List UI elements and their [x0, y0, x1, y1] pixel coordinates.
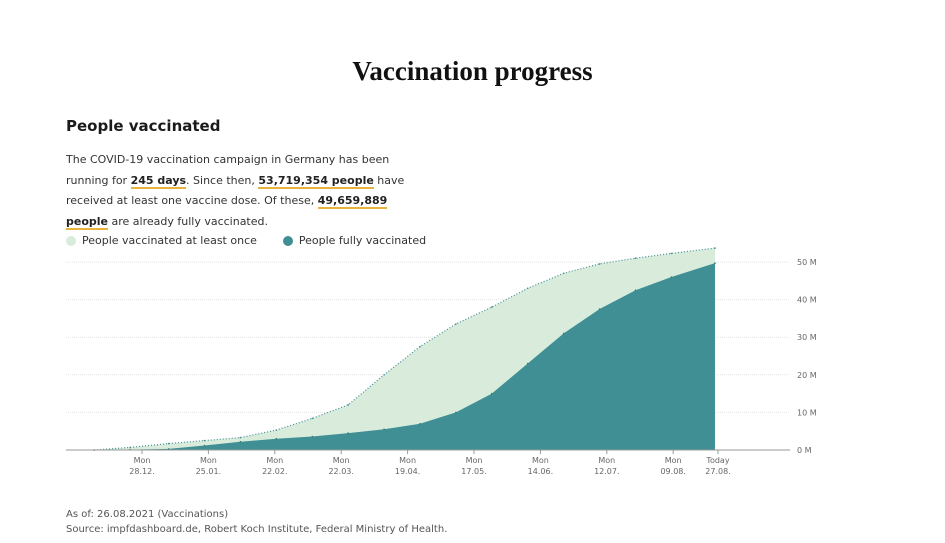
x-tick-label-bottom: 09.08. [660, 467, 685, 476]
point-at-least-once [383, 374, 385, 376]
point-at-least-once [275, 429, 278, 431]
point-at-least-once [670, 252, 673, 255]
x-tick-label-bottom: 12.07. [594, 467, 619, 476]
vaccination-area-chart: 0 M 10 M 20 M 30 M 40 M 50 M Mon 28.12. Mon 25.01… [66, 247, 817, 476]
point-at-least-once [455, 323, 457, 325]
point-at-least-once [167, 442, 170, 445]
x-tick-label-bottom: 27.08. [705, 467, 730, 476]
legend-item-fully: People fully vaccinated [282, 234, 427, 247]
x-tick-label-top: Mon [200, 456, 217, 465]
point-fully [383, 428, 385, 431]
point-at-least-once [714, 247, 716, 249]
intro-part-3: have received at least one vaccine dose.… [66, 173, 405, 208]
point-fully [634, 289, 637, 291]
y-tick-label: 0 M [797, 446, 812, 455]
intro-part-1: The COVID-19 vaccination campaign in Ger… [66, 153, 390, 187]
x-tick-label-top: Mon [532, 456, 549, 465]
x-tick-label-top: Mon [598, 456, 615, 465]
point-fully [275, 437, 278, 440]
point-fully [670, 276, 673, 278]
section-title: People vaccinated [66, 117, 221, 135]
point-at-least-once [634, 257, 637, 259]
x-tick-label-top: Mon [665, 456, 682, 465]
y-tick-label: 20 M [797, 371, 817, 380]
x-tick-label-top: Mon [399, 456, 416, 465]
point-fully [311, 435, 314, 438]
x-tick-label-top: Mon [134, 456, 151, 465]
point-at-least-once [239, 436, 242, 439]
point-at-least-once [203, 439, 206, 442]
x-tick-label-bottom: 14.06. [528, 467, 553, 476]
legend-dot-fully [282, 235, 293, 246]
y-tick-label: 30 M [797, 333, 817, 342]
point-fully [167, 448, 170, 450]
x-tick-label-bottom: 28.12. [129, 467, 154, 476]
x-tick-label-top: Today [705, 456, 729, 465]
point-fully [455, 411, 457, 414]
point-fully [347, 432, 350, 434]
point-fully [526, 362, 529, 365]
point-at-least-once [311, 417, 314, 420]
area-fully [94, 263, 715, 450]
legend-label-at-least-once: People vaccinated at least once [82, 234, 257, 247]
legend-item-at-least-once: People vaccinated at least once [66, 234, 257, 247]
footer: As of: 26.08.2021 (Vaccinations) Source:… [66, 507, 447, 537]
point-at-least-once [562, 272, 565, 275]
point-fully [203, 444, 206, 447]
x-tick-label-bottom: 17.05. [461, 467, 486, 476]
y-tick-label: 10 M [797, 408, 817, 417]
point-at-least-once [129, 446, 131, 449]
page-title: Vaccination progress [352, 56, 593, 86]
point-fully [714, 262, 716, 264]
intro-part-2: . Since then, [186, 173, 259, 187]
point-at-least-once [419, 345, 421, 348]
x-tick-label-top: Mon [333, 456, 350, 465]
x-tick-label-bottom: 25.01. [196, 467, 221, 476]
as-of-note: As of: 26.08.2021 (Vaccinations) [66, 509, 229, 520]
days-highlight: 245 days [130, 173, 187, 189]
x-tick-label-bottom: 19.04. [395, 467, 420, 476]
point-fully [239, 440, 242, 443]
point-fully [419, 422, 421, 425]
y-tick-label: 40 M [797, 296, 817, 305]
point-fully [598, 308, 601, 310]
point-at-least-once [347, 404, 350, 406]
source-note: Source: impfdashboard.de, Robert Koch In… [66, 524, 448, 535]
point-at-least-once [491, 306, 493, 308]
x-tick-label-bottom: 22.02. [262, 467, 287, 476]
fully-highlight: 49,659,889 people [66, 194, 388, 230]
point-at-least-once [526, 287, 529, 290]
chart-legend: People vaccinated at least once People f… [66, 234, 452, 247]
legend-dot-at-least-once [66, 235, 76, 246]
intro-text: The COVID-19 vaccination campaign in Ger… [66, 150, 426, 232]
x-tick-label-top: Mon [466, 456, 483, 465]
intro-part-4: are already fully vaccinated. [108, 214, 268, 228]
x-tick-label-top: Mon [266, 456, 283, 465]
x-tick-label-bottom: 22.03. [328, 467, 353, 476]
point-fully [562, 332, 565, 335]
at-least-once-highlight: 53,719,354 people [258, 173, 374, 189]
legend-label-fully: People fully vaccinated [298, 234, 427, 247]
y-tick-label: 50 M [797, 258, 817, 267]
point-at-least-once [598, 263, 601, 265]
point-fully [491, 392, 493, 395]
